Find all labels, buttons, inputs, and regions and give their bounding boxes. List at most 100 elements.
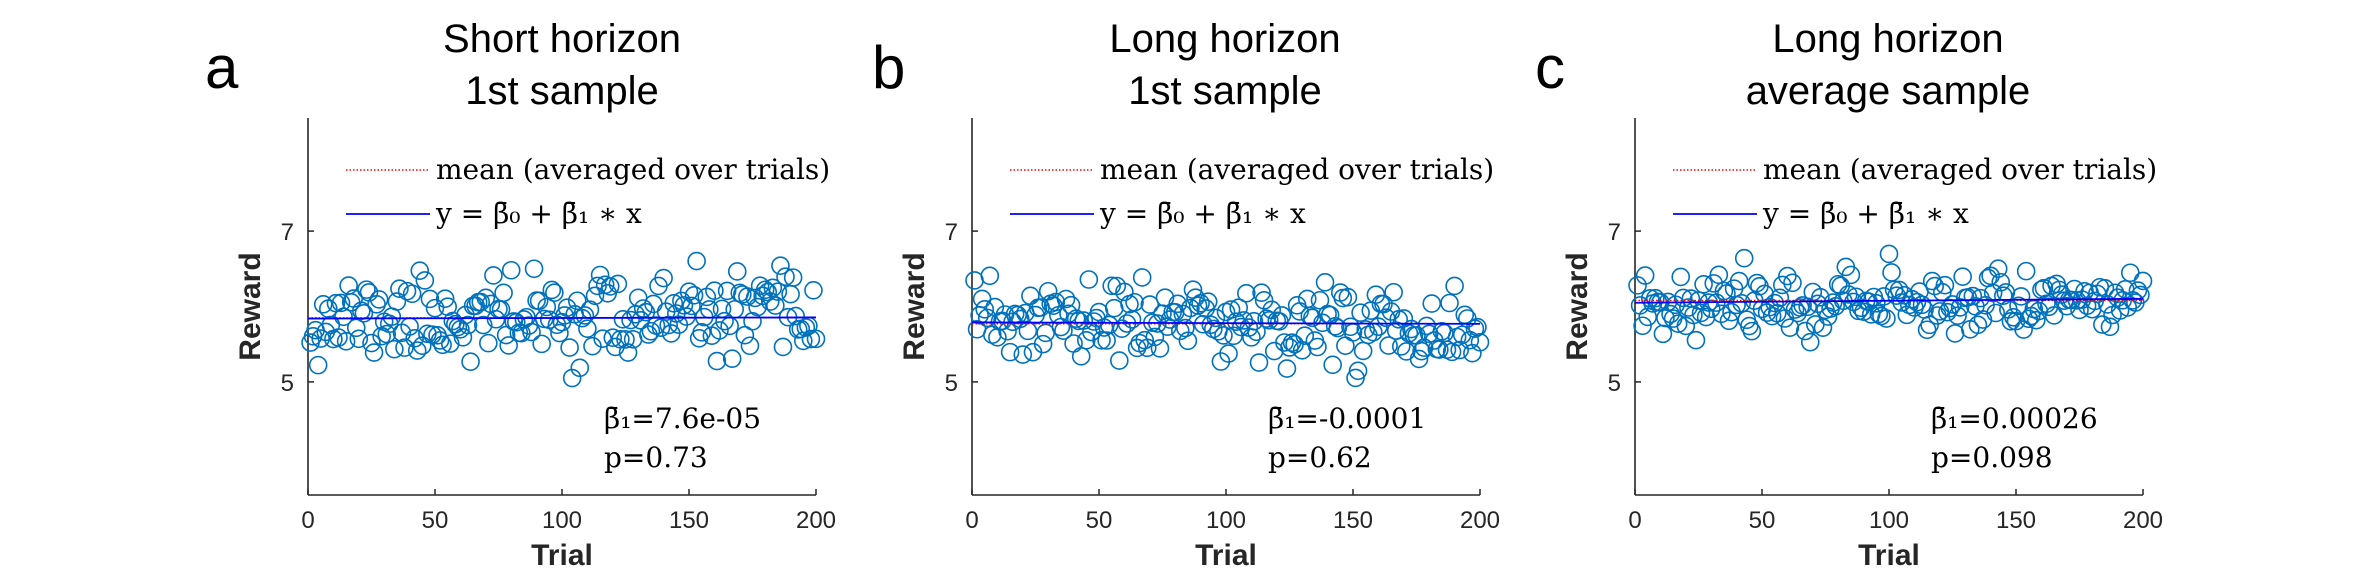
p-value-annotation: p=0.73	[604, 441, 708, 474]
data-point	[621, 310, 640, 330]
data-point	[532, 334, 551, 354]
data-point	[1828, 274, 1848, 294]
data-point	[1229, 298, 1248, 318]
data-point	[1155, 288, 1175, 307]
data-point	[1445, 276, 1464, 296]
data-point	[1056, 289, 1076, 309]
data-point	[1991, 272, 2011, 292]
p-value-annotation: p=0.098	[1931, 441, 2053, 474]
data-point	[1882, 263, 1901, 282]
data-point	[654, 268, 673, 288]
x-axis-label: Trial	[1858, 539, 1920, 572]
fit-line	[971, 321, 1481, 325]
y-axis-label: Reward	[234, 252, 267, 360]
data-point	[1193, 314, 1213, 334]
data-point	[1409, 349, 1429, 369]
data-point	[362, 333, 381, 353]
data-point	[740, 336, 760, 356]
y-tick-label: 5	[945, 370, 958, 397]
data-point	[1252, 283, 1271, 302]
data-point	[1140, 295, 1160, 314]
panel-title-line: average sample	[1746, 69, 2031, 113]
legend-label: y = β̄₀ + β̄₁ ∗ x	[1099, 197, 1306, 230]
data-point	[402, 284, 422, 304]
data-point	[1168, 294, 1188, 314]
data-point	[1732, 293, 1751, 313]
data-point	[1315, 272, 1335, 292]
panel-title-line: Short horizon	[443, 17, 681, 61]
data-point	[1419, 324, 1439, 344]
data-point	[458, 315, 478, 335]
y-tick-label: 7	[281, 219, 294, 246]
data-point	[570, 358, 590, 378]
data-point	[1646, 288, 1665, 308]
data-point	[1729, 271, 1749, 291]
data-point	[385, 339, 404, 359]
data-point	[972, 289, 992, 309]
data-point	[1935, 275, 1955, 295]
data-point	[2027, 310, 2046, 330]
data-point	[1783, 273, 1802, 293]
data-point	[494, 283, 513, 303]
data-point	[1069, 311, 1088, 331]
data-point	[1097, 331, 1116, 350]
data-point	[377, 324, 397, 344]
data-point	[1176, 318, 1195, 338]
data-point	[1221, 300, 1241, 319]
data-point	[334, 307, 353, 327]
data-point	[522, 322, 541, 342]
data-point	[1854, 302, 1873, 321]
data-point	[1376, 308, 1396, 328]
data-point	[682, 296, 701, 316]
data-point	[2131, 285, 2150, 305]
data-point	[1132, 268, 1152, 287]
data-point	[1325, 316, 1345, 336]
data-point	[1877, 309, 1896, 328]
data-point	[1813, 318, 1833, 337]
data-point	[420, 289, 440, 309]
data-point	[1994, 286, 2013, 305]
data-point	[473, 315, 493, 335]
data-point	[1244, 312, 1264, 331]
data-point	[735, 325, 755, 345]
data-point	[390, 279, 409, 298]
data-point	[410, 261, 430, 280]
x-tick-label: 0	[301, 507, 314, 534]
data-point	[1181, 298, 1200, 318]
x-tick-label: 0	[965, 507, 978, 534]
data-point	[1343, 323, 1363, 342]
data-point	[1422, 294, 1442, 313]
data-point	[1841, 265, 1861, 285]
data-point	[1879, 244, 1899, 264]
y-axis-label: Reward	[898, 252, 931, 360]
data-point	[613, 309, 633, 329]
x-tick-label: 150	[1996, 507, 2036, 534]
fit-line	[1634, 297, 2144, 304]
fit-line	[307, 316, 817, 320]
data-point	[1440, 293, 1459, 313]
data-point	[1125, 292, 1144, 312]
data-point	[1110, 351, 1129, 370]
legend-label: y = β̄₀ + β̄₁ ∗ x	[1762, 197, 1969, 230]
data-point	[1414, 338, 1434, 357]
data-point	[313, 295, 333, 314]
data-point	[1902, 289, 1922, 309]
data-point	[1450, 340, 1469, 360]
data-point	[2016, 261, 2036, 281]
data-point	[1000, 342, 1020, 362]
x-tick-label: 150	[1333, 507, 1373, 534]
data-point	[471, 292, 491, 312]
data-point	[430, 331, 450, 350]
data-point	[1066, 309, 1086, 328]
data-point	[1742, 321, 1762, 341]
data-point	[664, 294, 684, 313]
data-point	[484, 266, 503, 285]
data-point	[1912, 295, 1932, 315]
data-point	[1021, 286, 1040, 306]
data-point	[476, 288, 496, 308]
data-point	[583, 336, 602, 356]
data-point	[501, 260, 521, 280]
data-point	[781, 284, 800, 304]
data-point	[364, 343, 384, 362]
data-point	[1374, 294, 1393, 314]
